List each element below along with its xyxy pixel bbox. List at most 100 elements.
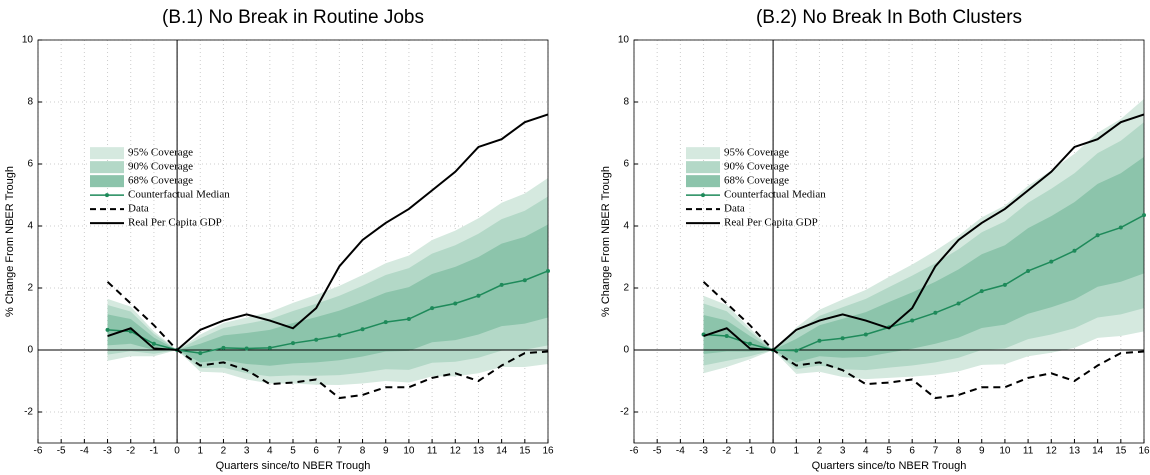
series-line bbox=[703, 113, 1145, 352]
series-point bbox=[1026, 268, 1031, 273]
series-point bbox=[314, 337, 319, 342]
x-tick-label: 5 bbox=[886, 446, 892, 457]
x-tick-label: 13 bbox=[1069, 446, 1081, 457]
y-tick-label: 6 bbox=[623, 159, 629, 170]
chart-title: (B.2) No Break In Both Clusters bbox=[756, 7, 1022, 28]
x-tick-label: 6 bbox=[313, 446, 319, 457]
series-point bbox=[1072, 248, 1077, 253]
x-tick-label: 9 bbox=[979, 446, 985, 457]
legend-label: 90% Coverage bbox=[724, 161, 789, 173]
x-tick-label: 12 bbox=[450, 446, 462, 457]
y-tick-label: 10 bbox=[22, 35, 34, 46]
series-line bbox=[107, 113, 549, 352]
legend-swatch bbox=[90, 175, 124, 188]
series-point bbox=[1002, 282, 1007, 287]
series-point bbox=[198, 351, 203, 356]
x-tick-label: -1 bbox=[745, 446, 754, 457]
x-tick-label: 7 bbox=[337, 446, 343, 457]
x-tick-label: 7 bbox=[933, 446, 939, 457]
series-point bbox=[724, 334, 729, 339]
x-tick-label: 2 bbox=[817, 446, 823, 457]
x-tick-label: 15 bbox=[519, 446, 531, 457]
legend-label: 95% Coverage bbox=[128, 147, 193, 159]
series-point bbox=[105, 327, 110, 332]
series-point bbox=[453, 301, 458, 306]
y-tick-label: 2 bbox=[623, 283, 629, 294]
x-tick-label: -6 bbox=[34, 446, 43, 457]
plot-frame bbox=[633, 39, 1145, 444]
x-tick-label: 8 bbox=[360, 446, 366, 457]
x-tick-label: 15 bbox=[1115, 446, 1127, 457]
x-tick-label: 5 bbox=[290, 446, 296, 457]
legend-marker bbox=[701, 193, 705, 198]
series-point bbox=[291, 341, 295, 346]
x-tick-label: 4 bbox=[267, 446, 273, 457]
series-point bbox=[910, 318, 915, 323]
legend-label: 95% Coverage bbox=[724, 147, 789, 159]
legend-swatch bbox=[686, 175, 720, 188]
x-tick-label: 3 bbox=[840, 446, 846, 457]
x-axis-label: Quarters since/to NBER Trough bbox=[812, 460, 967, 472]
legend-marker bbox=[105, 193, 109, 198]
y-tick-label: 2 bbox=[27, 283, 33, 294]
x-tick-label: -5 bbox=[653, 446, 662, 457]
x-tick-label: -1 bbox=[149, 446, 158, 457]
y-tick-label: -2 bbox=[24, 407, 33, 418]
series-point bbox=[933, 310, 938, 315]
x-tick-label: -6 bbox=[630, 446, 639, 457]
x-tick-label: 10 bbox=[403, 446, 415, 457]
legend-label: Data bbox=[128, 203, 149, 215]
series-point bbox=[406, 317, 411, 321]
y-axis-label: % Change From NBER Trough bbox=[600, 166, 612, 317]
x-tick-label: 16 bbox=[1138, 446, 1150, 457]
series-point bbox=[840, 336, 845, 341]
x-tick-label: -3 bbox=[699, 446, 708, 457]
legend-swatch bbox=[90, 161, 124, 174]
y-tick-label: 10 bbox=[618, 35, 630, 46]
series-point bbox=[151, 341, 156, 346]
x-tick-label: -5 bbox=[57, 446, 66, 457]
x-tick-label: 13 bbox=[473, 446, 485, 457]
legend-label: Counterfactual Median bbox=[128, 189, 230, 201]
series-point bbox=[546, 268, 550, 273]
series-line bbox=[107, 270, 549, 354]
series-point bbox=[430, 306, 435, 311]
series-point bbox=[1142, 213, 1146, 218]
legend-swatch bbox=[686, 161, 720, 174]
legend-label: Real Per Capita GDP bbox=[128, 217, 222, 229]
legend-label: 68% Coverage bbox=[128, 175, 193, 187]
x-tick-label: 3 bbox=[244, 446, 250, 457]
y-tick-label: 0 bbox=[27, 345, 33, 356]
coverage-band bbox=[107, 224, 548, 366]
series-line bbox=[703, 214, 1145, 352]
x-tick-label: 1 bbox=[793, 446, 799, 457]
y-axis-label: % Change From NBER Trough bbox=[4, 166, 16, 317]
x-tick-label: -2 bbox=[722, 446, 731, 457]
x-tick-label: 16 bbox=[542, 446, 554, 457]
x-tick-label: -3 bbox=[103, 446, 112, 457]
series-point bbox=[476, 293, 481, 298]
series-point bbox=[747, 341, 752, 346]
series-point bbox=[956, 301, 961, 306]
series-point bbox=[1095, 233, 1100, 238]
series-point bbox=[522, 278, 527, 283]
legend-label: 90% Coverage bbox=[128, 161, 193, 173]
legend-label: Data bbox=[724, 203, 745, 215]
series-point bbox=[1049, 259, 1054, 264]
legend-label: Counterfactual Median bbox=[724, 189, 826, 201]
x-tick-label: 12 bbox=[1046, 446, 1058, 457]
y-tick-label: 6 bbox=[27, 159, 33, 170]
x-tick-label: 10 bbox=[999, 446, 1011, 457]
legend-swatch bbox=[90, 147, 124, 160]
y-tick-label: 8 bbox=[623, 97, 629, 108]
series-point bbox=[360, 327, 365, 332]
series-point bbox=[817, 338, 822, 343]
x-tick-label: 8 bbox=[956, 446, 962, 457]
x-tick-label: 14 bbox=[1092, 446, 1104, 457]
y-tick-label: -2 bbox=[620, 407, 629, 418]
x-tick-label: -2 bbox=[126, 446, 135, 457]
series-line bbox=[106, 281, 549, 400]
y-tick-label: 0 bbox=[623, 345, 629, 356]
x-axis-label: Quarters since/to NBER Trough bbox=[216, 460, 371, 472]
